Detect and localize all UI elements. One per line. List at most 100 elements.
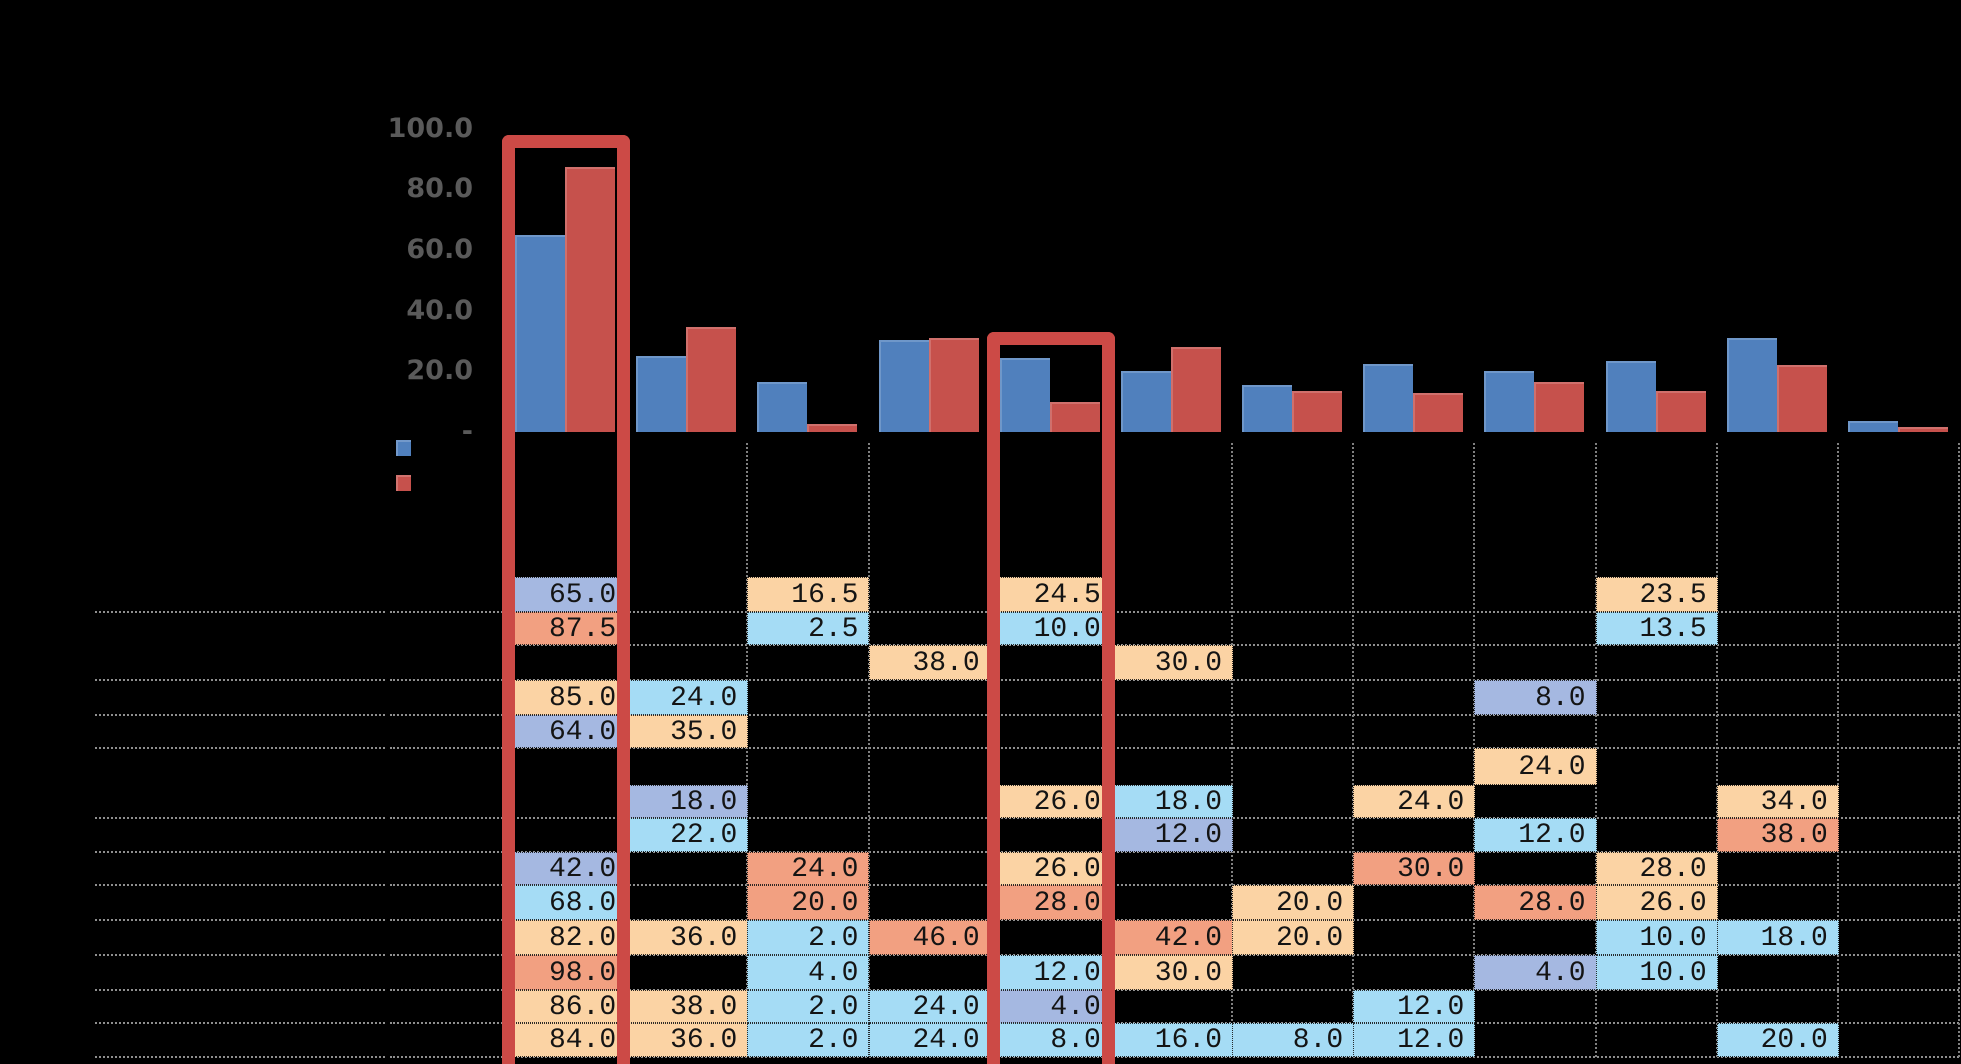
y-axis-tick-label: 100.0 (387, 112, 473, 144)
row-separator-line (390, 679, 1959, 681)
bar-series-2-red-group9 (1534, 381, 1585, 432)
table-cell-r9c5: 26.0 (989, 852, 1112, 885)
table-cell-r14c2: 36.0 (626, 1023, 749, 1057)
table-cell-r11c3: 2.0 (747, 920, 870, 955)
table-cell-r11c6: 42.0 (1110, 920, 1233, 955)
y-axis-tick-label: 60.0 (406, 234, 473, 266)
row-separator-line (95, 884, 385, 886)
table-cell-r12c3: 4.0 (747, 955, 870, 990)
bar-series-1-blue-group4 (878, 339, 929, 432)
column-separator-line (746, 443, 749, 1057)
column-separator-line (1836, 443, 1839, 1057)
table-cell-r13c1: 86.0 (505, 990, 628, 1023)
table-cell-r9c8: 30.0 (1353, 852, 1476, 885)
bar-series-1-blue-group3 (757, 381, 808, 432)
y-axis-tick-label: 80.0 (406, 173, 473, 205)
row-separator-line (390, 611, 1959, 613)
table-cell-r10c9: 28.0 (1474, 885, 1597, 920)
bar-series-2-red-group10 (1655, 391, 1706, 432)
table-cell-r9c1: 42.0 (505, 852, 628, 885)
table-cell-r10c3: 20.0 (747, 885, 870, 920)
table-cell-r13c4: 24.0 (868, 990, 991, 1023)
column-separator-line (1352, 443, 1355, 1057)
table-cell-r8c2: 22.0 (626, 818, 749, 852)
table-cell-r7c6: 18.0 (1110, 785, 1233, 818)
bar-series-2-red-group12 (1897, 427, 1948, 432)
table-cell-r8c9: 12.0 (1474, 818, 1597, 852)
table-cell-r6c9: 24.0 (1474, 748, 1597, 785)
legend-swatch-series-1-blue (396, 440, 411, 456)
table-cell-r11c2: 36.0 (626, 920, 749, 955)
table-cell-r2c3: 2.5 (747, 612, 870, 645)
row-separator-line (95, 989, 385, 991)
table-cell-r12c10: 10.0 (1595, 955, 1718, 990)
highlight-rect-column-1 (502, 135, 631, 1064)
bar-series-1-blue-group8 (1363, 363, 1414, 432)
table-cell-r7c8: 24.0 (1353, 785, 1476, 818)
table-cell-r13c3: 2.0 (747, 990, 870, 1023)
row-separator-line (390, 714, 1959, 716)
bar-series-2-red-group3 (807, 424, 858, 432)
table-cell-r12c9: 4.0 (1474, 955, 1597, 990)
table-cell-r7c5: 26.0 (989, 785, 1112, 818)
table-cell-r14c3: 2.0 (747, 1023, 870, 1057)
table-cell-r5c2: 35.0 (626, 715, 749, 748)
table-cell-r14c4: 24.0 (868, 1023, 991, 1057)
table-cell-r12c1: 98.0 (505, 955, 628, 990)
row-separator-line (390, 989, 1959, 991)
bar-series-1-blue-group1 (515, 234, 565, 432)
row-separator-line (390, 851, 1959, 853)
table-cell-r10c7: 20.0 (1232, 885, 1355, 920)
bar-series-2-red-group4 (928, 337, 979, 432)
table-cell-r10c10: 26.0 (1595, 885, 1718, 920)
table-cell-r9c3: 24.0 (747, 852, 870, 885)
row-separator-line (95, 851, 385, 853)
bar-series-2-red-group11 (1776, 365, 1827, 432)
table-cell-r1c3: 16.5 (747, 577, 870, 612)
table-cell-r11c7: 20.0 (1232, 920, 1355, 955)
table-cell-r8c6: 12.0 (1110, 818, 1233, 852)
y-axis-tick-label: 20.0 (406, 355, 473, 387)
table-cell-r11c1: 82.0 (505, 920, 628, 955)
table-cell-r7c2: 18.0 (626, 785, 749, 818)
table-cell-r1c5: 24.5 (989, 577, 1112, 612)
table-cell-r12c6: 30.0 (1110, 955, 1233, 990)
table-cell-r14c7: 8.0 (1232, 1023, 1355, 1057)
row-separator-line (95, 954, 385, 956)
row-separator-line (95, 714, 385, 716)
table-cell-r13c2: 38.0 (626, 990, 749, 1023)
bar-series-1-blue-group2 (636, 356, 687, 432)
bar-series-1-blue-group6 (1120, 371, 1171, 432)
row-separator-line (95, 679, 385, 681)
table-cell-r4c1: 85.0 (505, 680, 628, 715)
table-cell-r14c8: 12.0 (1353, 1023, 1476, 1057)
row-separator-line (390, 747, 1959, 749)
table-cell-r2c1: 87.5 (505, 612, 628, 645)
table-cell-r7c11: 34.0 (1716, 785, 1839, 818)
table-cell-r13c5: 4.0 (989, 990, 1112, 1023)
row-separator-line (95, 817, 385, 819)
column-separator-line (1715, 443, 1718, 1057)
bar-series-2-red-group7 (1292, 391, 1343, 432)
bar-series-2-red-group5 (1049, 401, 1100, 432)
table-cell-r8c11: 38.0 (1716, 818, 1839, 852)
table-cell-r11c10: 10.0 (1595, 920, 1718, 955)
table-cell-r4c9: 8.0 (1474, 680, 1597, 715)
table-cell-r3c6: 30.0 (1110, 645, 1233, 680)
table-cell-r4c2: 24.0 (626, 680, 749, 715)
table-cell-r14c6: 16.0 (1110, 1023, 1233, 1057)
row-separator-line (95, 1022, 385, 1024)
table-cell-r14c5: 8.0 (989, 1023, 1112, 1057)
bar-series-2-red-group2 (686, 327, 737, 432)
highlight-rect-column-5 (986, 332, 1115, 1064)
bar-series-1-blue-group7 (1242, 384, 1293, 432)
table-cell-r13c8: 12.0 (1353, 990, 1476, 1023)
bar-series-1-blue-group12 (1847, 421, 1898, 432)
table-cell-r11c4: 46.0 (868, 920, 991, 955)
bar-series-2-red-group1 (565, 166, 615, 432)
bar-series-1-blue-group11 (1726, 337, 1777, 432)
column-separator-line (1231, 443, 1234, 1057)
row-separator-line (95, 919, 385, 921)
table-cell-r5c1: 64.0 (505, 715, 628, 748)
